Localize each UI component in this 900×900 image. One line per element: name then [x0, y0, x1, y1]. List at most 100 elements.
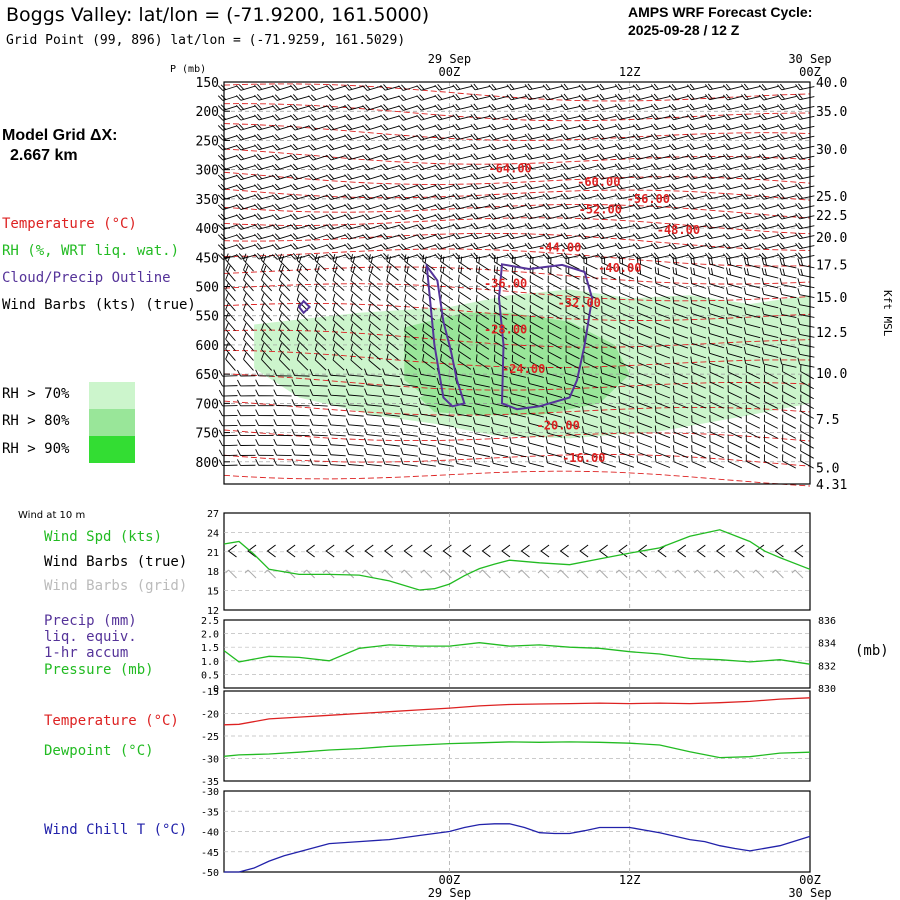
wind-barb [582, 386, 598, 399]
wind-barb [582, 455, 598, 468]
wind-barb-flag [272, 95, 278, 101]
wind-barb-flag [509, 183, 515, 189]
wind-barb-flag [327, 418, 332, 426]
wind-barb-shaft [619, 432, 635, 438]
wind-barb-shaft [332, 300, 345, 311]
wind-barb [722, 173, 743, 180]
wind-barb-flag [617, 172, 623, 179]
wind-barb-flag [617, 192, 623, 199]
wind-barb-flag [673, 435, 675, 443]
wind-barb-shaft [529, 351, 544, 360]
wind-barb [560, 232, 581, 240]
wind-barb-flag [455, 222, 461, 229]
wind-barb-shaft [476, 281, 490, 291]
wind-barb-flag [761, 193, 767, 199]
wind-barb [547, 285, 562, 300]
wind-barb-flag [795, 113, 801, 120]
wind-barb-grid [228, 569, 237, 579]
wind-barb-flag [527, 182, 533, 189]
wind-barb-flag [542, 104, 548, 111]
wind-barb-flag [235, 244, 242, 250]
wind-barb-flag [383, 213, 389, 219]
wind-barb-shaft [350, 310, 363, 321]
wind-barb-flag [524, 84, 530, 90]
wind-barb-flag [454, 417, 458, 425]
wind-barb-flag [416, 174, 422, 181]
wind-barb-shaft [709, 313, 725, 319]
wind-barb-flag [290, 233, 296, 240]
wind-barb [704, 172, 725, 180]
wind-barb [578, 183, 599, 190]
wind-barb-flag [563, 173, 569, 179]
wind-barb-flag [722, 124, 729, 131]
wind-barb-flag [529, 255, 531, 263]
wind-barb [255, 399, 274, 407]
wind-barb [565, 295, 580, 310]
wind-barb-flag [257, 183, 263, 190]
wind-barb [261, 333, 273, 351]
wind-barb [452, 123, 472, 131]
wind-barb [235, 243, 256, 250]
wind-barb-flag [764, 268, 768, 276]
legend-rh: RH (%, WRT liq. wat.) [2, 243, 180, 259]
wind-barb-flag [583, 315, 585, 323]
wind-barb-shaft [691, 451, 706, 459]
wind-barb-flag [434, 214, 440, 220]
wind-barb-flag [722, 233, 729, 240]
wind-barb [600, 435, 617, 448]
wind-barb-flag [722, 213, 729, 220]
wind-barb-shaft [763, 333, 779, 339]
wind-barb-shaft [583, 382, 598, 389]
wind-barb-flag [741, 253, 746, 259]
wind-barb [398, 203, 418, 211]
wind-barb-flag [401, 94, 407, 100]
wind-barb-shaft [655, 441, 671, 449]
wind-barb [364, 428, 382, 437]
wind-barb [309, 448, 328, 457]
wind-barb [795, 103, 815, 111]
wind-barb-shaft [529, 301, 544, 310]
wind-barb-shaft [673, 352, 689, 359]
wind-barb [797, 268, 815, 279]
wind-barb-flag [596, 233, 602, 240]
wind-barb [398, 163, 418, 171]
wind-barb [708, 316, 725, 329]
wind-barb-flag [653, 93, 659, 100]
wind-barb [758, 173, 779, 180]
wind-barb-flag [618, 386, 621, 393]
wind-barb-shaft [619, 282, 634, 290]
wind-barb-shaft [386, 360, 399, 371]
wind-barb [434, 233, 454, 240]
wind-barb-shaft [583, 372, 598, 379]
wind-barb-flag [290, 144, 296, 151]
wind-barb-flag [254, 154, 260, 161]
wind-barb [560, 183, 581, 190]
wind-barb [382, 457, 400, 467]
wind-barb-flag [368, 293, 371, 301]
wind-barb [727, 434, 743, 449]
wind-barb [686, 133, 707, 141]
wind-barb [475, 294, 490, 311]
wind-barb-flag [689, 133, 695, 140]
wind-barb-flag [368, 283, 371, 291]
wind-barb [795, 172, 815, 180]
wind-barb-flag [578, 233, 584, 240]
wind-barb [726, 356, 743, 369]
wind-barb [291, 438, 310, 447]
wind-barb [527, 436, 544, 448]
wind-barb [255, 409, 274, 417]
wind-barb-grid [423, 569, 433, 579]
wind-barb-flag [782, 384, 784, 392]
wind-barb [547, 295, 562, 310]
wind-barb-flag [693, 258, 696, 265]
wind-barb [345, 458, 364, 467]
wind-barb [673, 435, 689, 449]
wind-barb-flag [243, 273, 247, 280]
wind-barb-shaft [243, 319, 254, 331]
wind-barb-flag [614, 143, 620, 150]
wind-barb [673, 455, 689, 469]
wind-barb-shaft [782, 381, 797, 390]
wind-barb-flag [493, 344, 496, 352]
wind-barb-flag [261, 313, 265, 320]
wind-barb-flag [326, 254, 332, 260]
